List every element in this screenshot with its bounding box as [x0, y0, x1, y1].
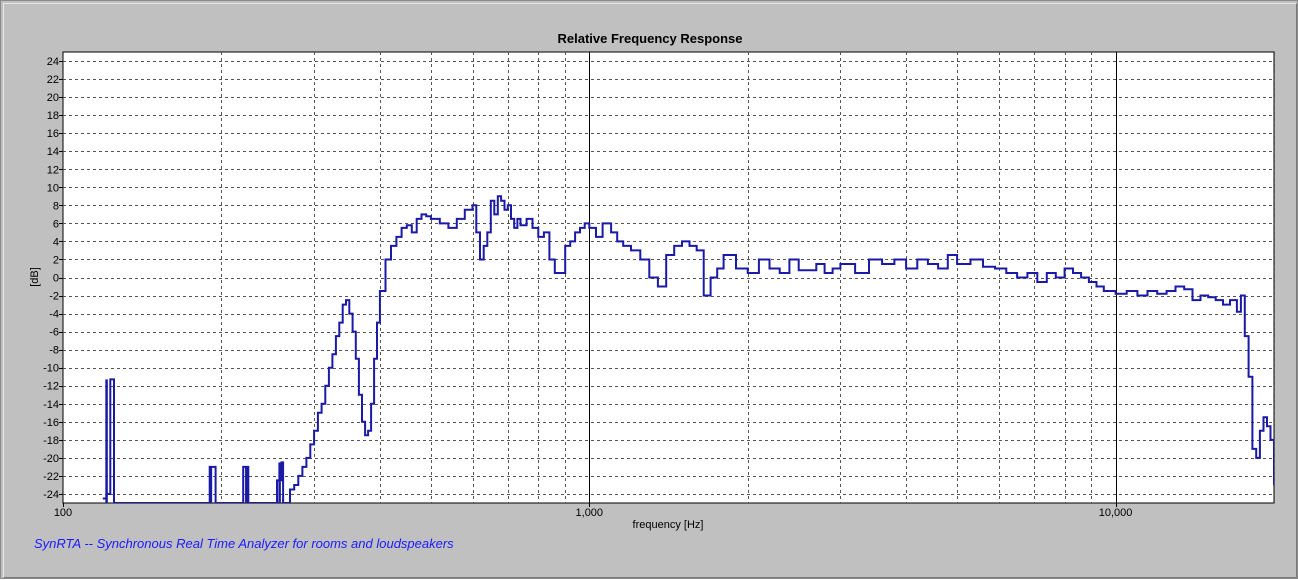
y-tick-label: 24: [47, 56, 59, 68]
y-tick-label: -24: [43, 489, 59, 501]
y-tick-label: -6: [49, 327, 59, 339]
y-tick-label: -14: [43, 399, 59, 411]
plot-area: [62, 51, 1275, 504]
x-tick-label: 10,000: [1099, 507, 1133, 519]
chart-title: Relative Frequency Response: [558, 31, 743, 46]
y-tick-label: -22: [43, 471, 59, 483]
y-tick-label: -12: [43, 381, 59, 393]
y-tick-label: -20: [43, 453, 59, 465]
y-tick-label: 14: [47, 146, 59, 158]
y-axis-label: [dB]: [29, 267, 41, 287]
y-tick-label: 2: [53, 254, 59, 266]
window-bevel: [3, 3, 1297, 578]
y-tick-label: -8: [49, 345, 59, 357]
y-tick-label: 8: [53, 200, 59, 212]
y-tick-label: 22: [47, 74, 59, 86]
y-tick-label: 16: [47, 128, 59, 140]
y-tick-label: -16: [43, 417, 59, 429]
x-axis-label: frequency [Hz]: [633, 519, 704, 531]
grid-lines: [63, 52, 1275, 503]
y-tick-label: -18: [43, 435, 59, 447]
x-tick-label: 1,000: [576, 507, 604, 519]
y-tick-label: 20: [47, 92, 59, 104]
x-axis-ticks: 100 1,000 10,000: [54, 503, 1133, 519]
y-tick-label: 6: [53, 218, 59, 230]
y-tick-label: 10: [47, 182, 59, 194]
footer-caption: SynRTA -- Synchronous Real Time Analyzer…: [34, 536, 454, 551]
y-tick-label: 4: [53, 236, 59, 248]
y-tick-label: 0: [53, 273, 59, 285]
y-tick-label: 12: [47, 164, 59, 176]
response-curve-group: [102, 195, 1274, 503]
y-tick-label: 18: [47, 110, 59, 122]
y-tick-label: -2: [49, 291, 59, 303]
response-curve-line: [102, 195, 1274, 503]
y-tick-label: -10: [43, 363, 59, 375]
y-tick-label: -4: [49, 309, 59, 321]
x-tick-label: 100: [54, 507, 72, 519]
y-axis-ticks: 242220181614121086420-2-4-6-8-10-12-14-1…: [43, 56, 63, 501]
